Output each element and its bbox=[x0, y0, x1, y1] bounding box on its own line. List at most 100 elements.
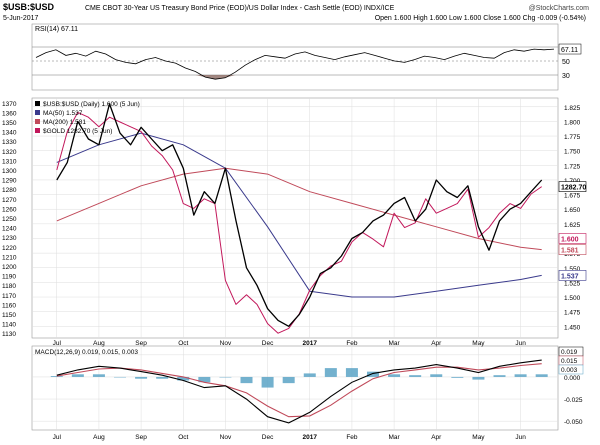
macd-histogram-bar bbox=[50, 376, 63, 377]
macd-line bbox=[56, 359, 542, 424]
gold-axis-tick: 1240 bbox=[2, 226, 17, 233]
gold-axis-tick: 1260 bbox=[2, 206, 17, 213]
gold-axis-tick: 1220 bbox=[2, 245, 17, 252]
legend-swatch bbox=[35, 128, 40, 133]
macd-histogram-bar bbox=[114, 376, 127, 378]
gold-axis-tick: 1250 bbox=[2, 216, 17, 223]
x-tick-label-main: Nov bbox=[220, 340, 232, 347]
x-tick-label-macd: Mar bbox=[388, 434, 400, 441]
macd-value-tag: 0.019 bbox=[561, 349, 578, 356]
macd-histogram-bar bbox=[219, 376, 232, 378]
x-tick-label-macd: Dec bbox=[262, 434, 274, 441]
macd-histogram-bar bbox=[472, 376, 485, 380]
legend-entry: MA(50) 1.537 bbox=[43, 110, 83, 117]
macd-value-tag: 0.003 bbox=[561, 367, 578, 374]
x-tick-label-main: Jul bbox=[53, 340, 62, 347]
gold-axis-tick: 1360 bbox=[2, 110, 17, 117]
gold-line bbox=[56, 111, 542, 334]
gold-value-tag: 1282.70 bbox=[561, 185, 586, 192]
rsi-frame bbox=[31, 23, 559, 91]
ratio-axis-tick: 1.550 bbox=[564, 266, 581, 273]
macd-histogram-bar bbox=[71, 374, 84, 377]
x-tick-label-main: 2017 bbox=[303, 340, 318, 347]
macd-histogram-bar bbox=[514, 374, 527, 377]
macd-histogram-bar bbox=[198, 376, 211, 383]
macd-frame bbox=[31, 345, 559, 431]
macd-label: MACD(12,26,9) 0.019, 0.015, 0.003 bbox=[35, 349, 138, 356]
macd-axis-tick: -0.025 bbox=[564, 397, 583, 404]
macd-signal-line bbox=[56, 363, 542, 418]
gold-axis-tick: 1230 bbox=[2, 235, 17, 242]
legend-swatch bbox=[35, 110, 40, 115]
x-tick-label-main: Apr bbox=[431, 340, 442, 347]
x-tick-label-main: Dec bbox=[262, 340, 274, 347]
price-panel: 1370 1360 1350 1340 1330 1320 1310 1300 1290 1280… bbox=[2, 97, 587, 339]
gold-axis-tick: 1280 bbox=[2, 187, 17, 194]
x-tick-label-macd: 2017 bbox=[303, 434, 318, 441]
macd-histogram-bar bbox=[135, 376, 148, 379]
gold-axis-tick: 1130 bbox=[2, 331, 16, 338]
macd-histogram-bar bbox=[388, 374, 401, 377]
gold-axis-tick: 1270 bbox=[2, 197, 17, 204]
quote-line: Open 1.600 High 1.600 Low 1.600 Close 1.… bbox=[375, 15, 586, 22]
ma200-line bbox=[56, 167, 542, 251]
macd-histogram-bar bbox=[409, 375, 422, 377]
macd-histogram-bar bbox=[240, 376, 253, 384]
ma50-line bbox=[56, 132, 542, 298]
x-tick-label-macd: Apr bbox=[431, 434, 442, 441]
macd-value-box bbox=[558, 364, 584, 375]
x-tick-label-macd: Aug bbox=[93, 434, 105, 441]
x-axis: Jul Jul Aug Aug Sep Sep Oct Oct Nov Nov Dec Dec 2017… bbox=[53, 340, 527, 441]
rsi-label: RSI(14) 67.11 bbox=[35, 26, 78, 33]
ratio-axis-tick: 1.625 bbox=[564, 222, 581, 229]
gold-axis-tick: 1300 bbox=[2, 168, 17, 175]
chart-symbol: $USB:$USD bbox=[3, 2, 55, 12]
watermark: @StockCharts.com bbox=[529, 5, 590, 12]
gold-axis-tick: 1310 bbox=[2, 158, 17, 165]
macd-histogram-bar bbox=[535, 374, 548, 377]
rsi-oversold-fill bbox=[36, 75, 554, 80]
gold-axis-tick: 1340 bbox=[2, 130, 17, 137]
legend-entry: $USB:$USD (Daily) 1.600 (5 Jun) bbox=[43, 101, 140, 108]
gold-axis-tick: 1200 bbox=[2, 264, 17, 271]
macd-histogram-bar bbox=[303, 373, 316, 377]
ratio-axis-tick: 1.725 bbox=[564, 163, 581, 170]
macd-histogram-bar bbox=[261, 376, 274, 388]
x-tick-label-main: Aug bbox=[93, 340, 105, 347]
x-tick-label-macd: May bbox=[472, 434, 485, 441]
x-tick-label-macd: Sep bbox=[135, 434, 147, 441]
rsi-current-value: 67.11 bbox=[561, 47, 578, 54]
gold-axis-tick: 1160 bbox=[2, 302, 16, 309]
legend-swatch bbox=[35, 119, 40, 124]
rsi-tick-label: 50 bbox=[562, 59, 570, 66]
chart-date: 5-Jun-2017 bbox=[3, 15, 39, 22]
macd-axis-tick: 0.000 bbox=[564, 375, 581, 382]
ratio-axis-tick: 1.525 bbox=[564, 280, 581, 287]
gold-axis-tick: 1140 bbox=[2, 322, 16, 329]
gold-axis-tick: 1180 bbox=[2, 283, 16, 290]
ratio-axis-tick: 1.750 bbox=[564, 149, 581, 156]
gold-axis-tick: 1210 bbox=[2, 254, 17, 261]
x-tick-label-macd: Nov bbox=[220, 434, 232, 441]
macd-histogram-bar bbox=[430, 374, 443, 377]
legend-swatch bbox=[35, 101, 40, 106]
ratio-value-tag-box bbox=[558, 233, 587, 244]
x-tick-label-main: Sep bbox=[135, 340, 147, 347]
price-frame bbox=[31, 97, 559, 339]
x-tick-label-macd: Jul bbox=[53, 434, 62, 441]
legend-entry: MA(200) 1.581 bbox=[43, 119, 86, 126]
ratio-axis-tick: 1.675 bbox=[564, 193, 581, 200]
macd-histogram-bar bbox=[156, 376, 169, 379]
gold-axis-tick: 1330 bbox=[2, 139, 17, 146]
gold-axis-tick: 1320 bbox=[2, 149, 17, 156]
ratio-axis-tick: 1.650 bbox=[564, 207, 581, 214]
gold-axis-tick: 1370 bbox=[2, 101, 17, 108]
macd-histogram-bar bbox=[92, 374, 105, 377]
gold-axis-tick: 1290 bbox=[2, 178, 17, 185]
ratio-axis-tick: 1.825 bbox=[564, 105, 581, 112]
macd-histogram-bar bbox=[493, 375, 506, 377]
legend-entry: $GOLD 1282.70 (5 Jun) bbox=[43, 128, 112, 135]
rsi-line bbox=[35, 48, 555, 80]
